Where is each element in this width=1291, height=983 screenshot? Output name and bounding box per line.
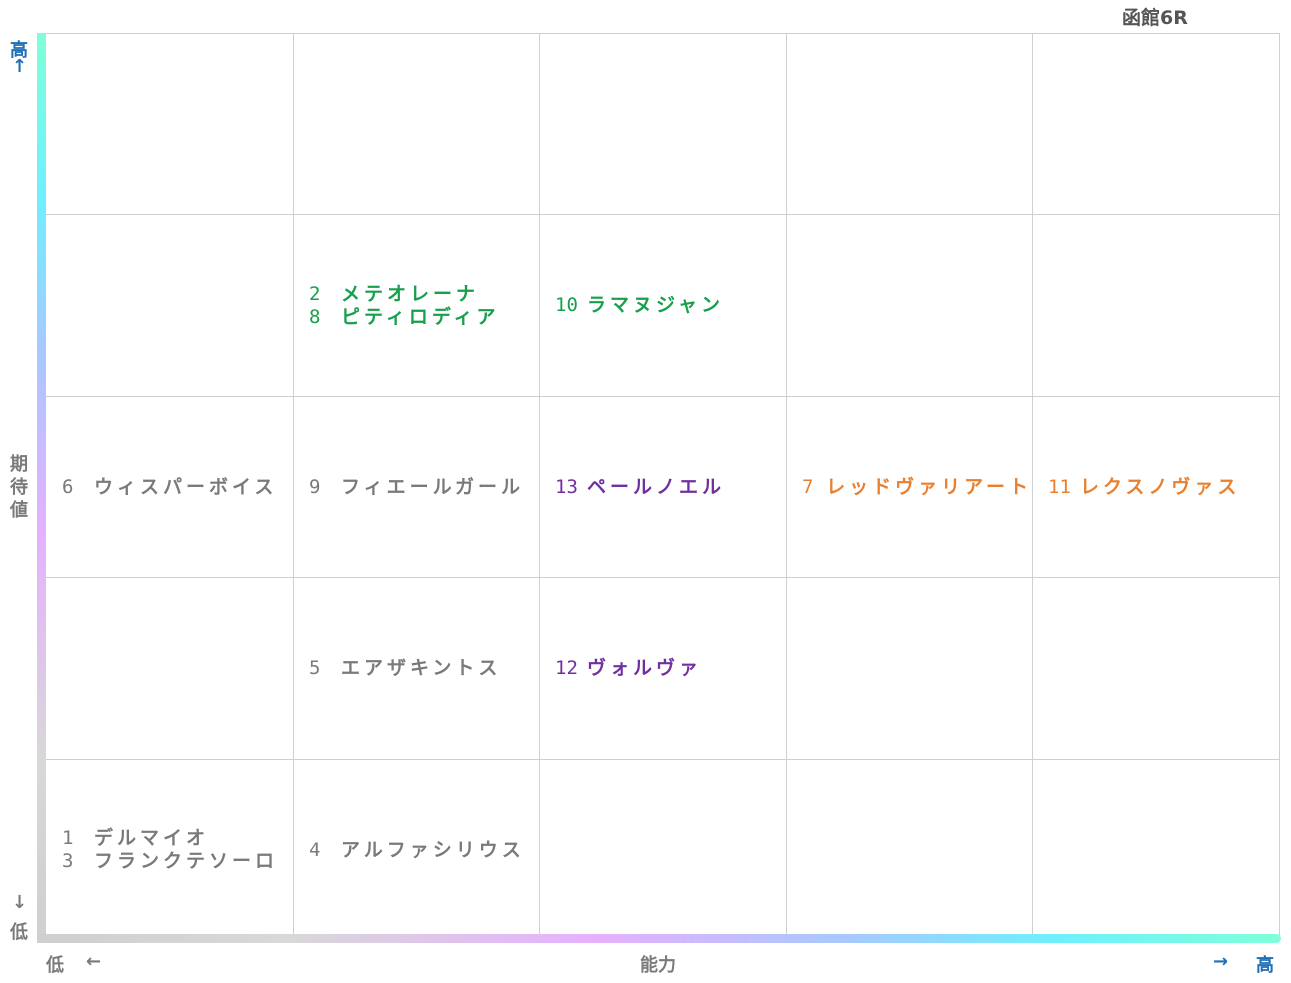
horse-name: ヴォルヴァ (587, 657, 703, 679)
grid-cell (1032, 759, 1280, 940)
grid-cell (786, 33, 1033, 214)
grid-cell: 10 ラマヌジャン (539, 214, 787, 396)
horse-number: 1 (62, 827, 74, 849)
grid-cell (786, 759, 1033, 940)
grid-cell: 11 レクスノヴァス (1032, 396, 1280, 577)
horse-entry: 8 ピティロディア (309, 306, 539, 329)
horse-entry: 5 エアザキントス (309, 657, 539, 680)
y-axis-bar (37, 33, 46, 943)
grid-cell (46, 33, 294, 214)
x-low: 低 (46, 955, 64, 976)
grid-cell: 12 ヴォルヴァ (539, 577, 787, 759)
horse-name: フランクテソーロ (94, 850, 279, 872)
y-low-arrow: ↓ (12, 892, 28, 913)
x-high: 高 (1256, 955, 1274, 976)
horse-entry: 2 メテオレーナ (309, 283, 539, 306)
horse-name: デルマイオ (94, 827, 210, 849)
grid-cell: 6 ウィスパーボイス (46, 396, 294, 577)
grid-cell (1032, 214, 1280, 396)
grid-cell: 1 デルマイオ 3 フランクテソーロ (46, 759, 294, 940)
horse-entry: 4 アルファシリウス (309, 839, 539, 862)
horse-number: 11 (1048, 475, 1071, 498)
grid-cell: 5 エアザキントス (293, 577, 540, 759)
horse-entry: 11 レクスノヴァス (1048, 476, 1279, 499)
x-high-arrow: → (1213, 951, 1229, 972)
horse-name: レッドヴァリアート (826, 475, 1032, 498)
horse-entry: 1 デルマイオ (62, 827, 293, 850)
x-axis-bar (37, 934, 1281, 943)
horse-number: 12 (555, 657, 578, 679)
horse-name: フィエールガール (341, 475, 525, 498)
horse-name: ウィスパーボイス (94, 475, 278, 498)
horse-number: 9 (309, 475, 321, 498)
grid-cell: 9 フィエールガール (293, 396, 540, 577)
grid-cell (1032, 577, 1280, 759)
horse-name: アルファシリウス (341, 838, 525, 861)
grid-cell (786, 577, 1033, 759)
grid-cell: 13 ペールノエル (539, 396, 787, 577)
grid-cell: 7 レッドヴァリアート (786, 396, 1033, 577)
grid-cell (46, 214, 294, 396)
grid: 2 メテオレーナ 8 ピティロディア 10 ラマヌジャン 6 ウィスパーボイス 9 フィエールガー… (46, 33, 1280, 940)
horse-name: ペールノエル (587, 475, 726, 498)
y-label: 期待値 (10, 454, 28, 521)
horse-name: レクスノヴァス (1080, 475, 1241, 498)
horse-entry: 12 ヴォルヴァ (555, 657, 786, 680)
grid-cell: 2 メテオレーナ 8 ピティロディア (293, 214, 540, 396)
grid-cell: 4 アルファシリウス (293, 759, 540, 940)
horse-entry: 13 ペールノエル (555, 476, 786, 499)
horse-name: エアザキントス (341, 657, 502, 679)
grid-cell (539, 759, 787, 940)
horse-entry: 6 ウィスパーボイス (62, 476, 293, 499)
horse-number: 13 (555, 475, 578, 498)
horse-number: 6 (62, 475, 74, 498)
horse-number: 4 (309, 838, 321, 861)
grid-cell (786, 214, 1033, 396)
x-low-arrow: ← (86, 951, 102, 972)
horse-entry: 10 ラマヌジャン (555, 294, 786, 317)
horse-name: ラマヌジャン (587, 294, 725, 316)
horse-number: 5 (309, 657, 321, 679)
horse-number: 8 (309, 305, 321, 328)
horse-entry: 9 フィエールガール (309, 476, 539, 499)
horse-name: メテオレーナ (341, 282, 480, 305)
horse-number: 7 (802, 475, 814, 498)
horse-name: ピティロディア (341, 305, 500, 328)
grid-cell (539, 33, 787, 214)
grid-cell (46, 577, 294, 759)
title: 函館6R (1122, 7, 1188, 29)
y-high: 高 (10, 40, 28, 61)
horse-number: 3 (62, 850, 74, 872)
horse-number: 10 (555, 294, 578, 316)
horse-entry: 7 レッドヴァリアート (802, 476, 1032, 499)
horse-number: 2 (309, 282, 321, 305)
horse-entry: 3 フランクテソーロ (62, 850, 293, 873)
grid-cell (293, 33, 540, 214)
x-label: 能力 (640, 955, 676, 976)
grid-cell (1032, 33, 1280, 214)
y-high-arrow: ↑ (12, 56, 28, 77)
y-low: 低 (10, 922, 28, 943)
